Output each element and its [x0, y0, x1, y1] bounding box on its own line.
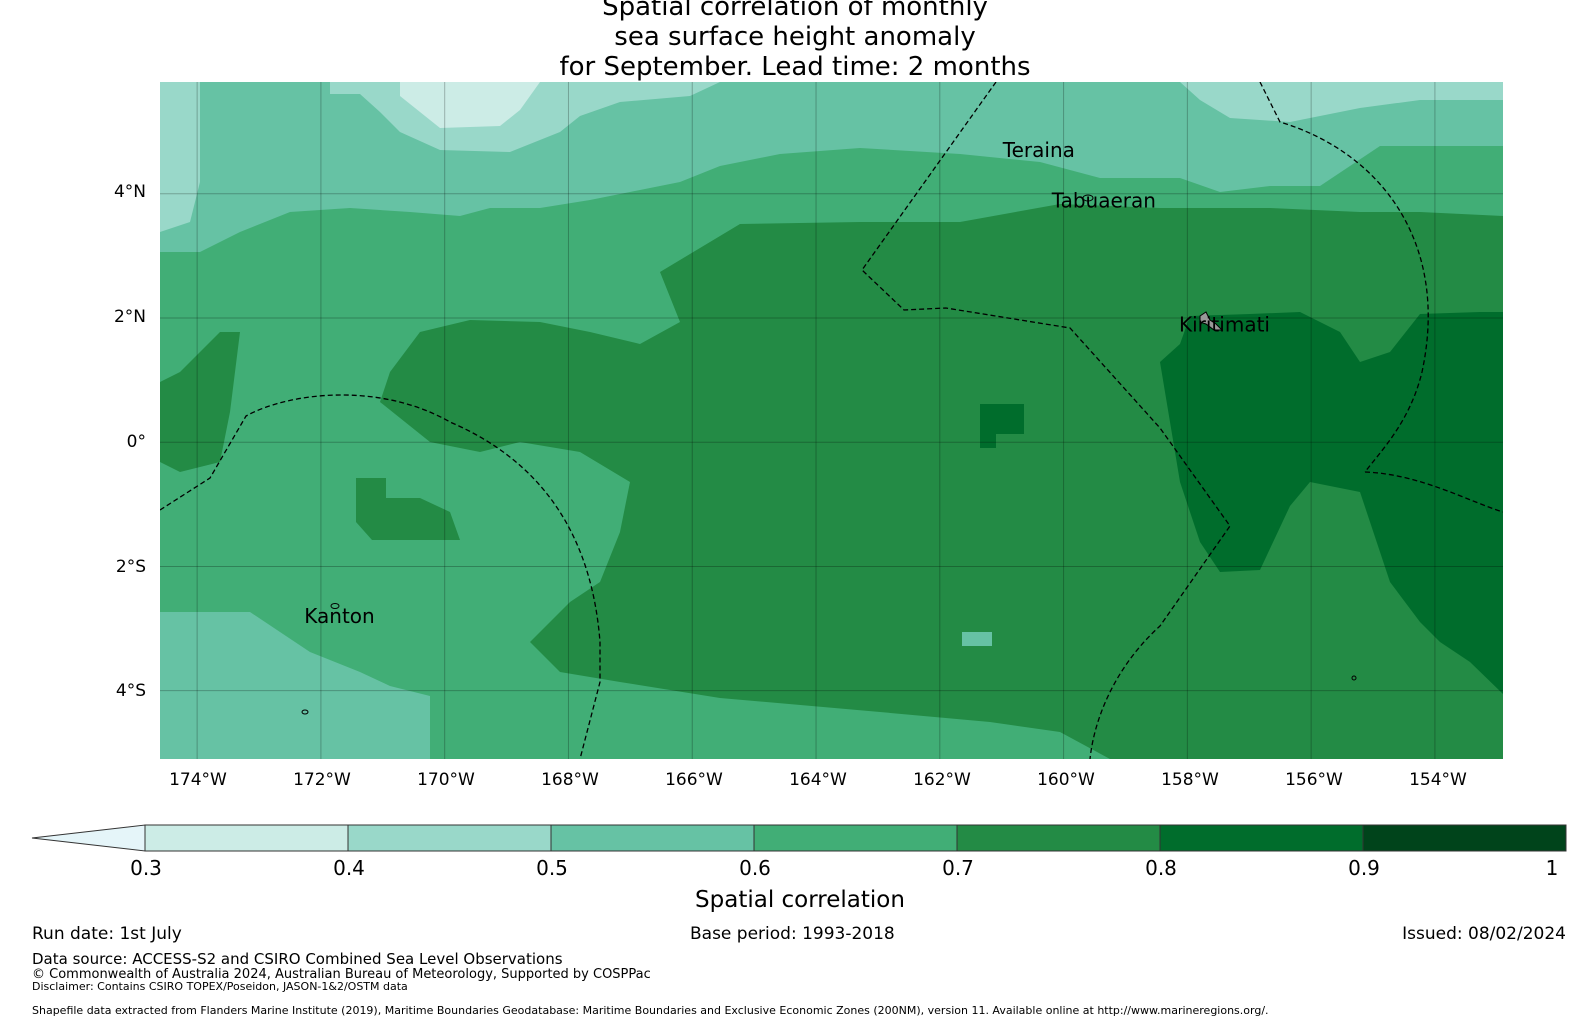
colorbar [31, 824, 1567, 852]
colorbar-tick-1: 1 [1545, 856, 1559, 880]
colorbar-segments [31, 824, 1567, 852]
lon-label-168w: 168°W [541, 770, 599, 790]
field-0.4-0.5-ne [1180, 82, 1503, 122]
colorbar-segment-0.7-0.8 [956, 824, 1161, 852]
field-0.3-0.4 [400, 82, 540, 128]
eez-boundary-east [1364, 471, 1503, 513]
shapefile-credit: Shapefile data extracted from Flanders M… [32, 1004, 1269, 1017]
correlation-field [160, 82, 1503, 759]
title-line-1: Spatial correlation of monthly [602, 0, 988, 22]
lon-label-174w: 174°W [169, 770, 227, 790]
island-kanton-shape [330, 603, 340, 609]
lat-label-4s: 4°S [115, 681, 146, 701]
colorbar-tick-0.9: 0.9 [1348, 856, 1380, 880]
lon-label-172w: 172°W [293, 770, 351, 790]
colorbar-segment-0.4-0.5 [347, 824, 552, 852]
lon-label-158w: 158°W [1161, 770, 1219, 790]
lat-label-2n: 2°N [113, 307, 146, 327]
copyright: © Commonwealth of Australia 2024, Austra… [32, 967, 651, 982]
colorbar-segment-0.8-0.9 [1159, 824, 1364, 852]
island-kiritimati-shape [1199, 311, 1224, 331]
islet-2 [1351, 675, 1357, 681]
lat-label-4n: 4°N [113, 182, 146, 202]
disclaimer: Disclaimer: Contains CSIRO TOPEX/Poseido… [32, 980, 408, 993]
lon-label-162w: 162°W [913, 770, 971, 790]
island-labels: Teraina Tabuaeran Kiritimati Kanton [304, 138, 1270, 628]
island-label-kiritimati: Kiritimati [1179, 313, 1270, 337]
colorbar-segment-0.5-0.6 [550, 824, 755, 852]
colorbar-label: Spatial correlation [695, 887, 905, 913]
base-period: Base period: 1993-2018 [690, 924, 895, 944]
lon-label-166w: 166°W [665, 770, 723, 790]
colorbar-tick-0.6: 0.6 [739, 856, 771, 880]
lon-label-164w: 164°W [789, 770, 847, 790]
colorbar-tick-0.7: 0.7 [942, 856, 974, 880]
colorbar-tick-0.5: 0.5 [536, 856, 568, 880]
lat-label-0: 0° [126, 432, 146, 452]
issued-date: Issued: 08/02/2024 [1402, 924, 1566, 944]
correlation-map: Teraina Tabuaeran Kiritimati Kanton [160, 82, 1503, 759]
field-0.5-0.6-sw [160, 612, 430, 759]
colorbar-extend-min [31, 824, 146, 852]
chart-title: Spatial correlation of monthly sea surfa… [0, 0, 1590, 82]
title-line-3: for September. Lead time: 2 months [559, 52, 1031, 82]
lon-label-154w: 154°W [1409, 770, 1467, 790]
lat-label-2s: 2°S [115, 557, 146, 577]
title-line-2: sea surface height anomaly [614, 22, 976, 52]
run-date: Run date: 1st July [32, 924, 182, 944]
field-0.8-0.9-spot [980, 404, 1024, 448]
field-0.7-0.8-west [160, 332, 240, 472]
colorbar-segment-0.3-0.4 [144, 824, 349, 852]
island-label-teraina: Teraina [1002, 138, 1075, 162]
colorbar-tick-0.3: 0.3 [130, 856, 162, 880]
lon-label-156w: 156°W [1285, 770, 1343, 790]
island-tabuaeran-shape [1082, 194, 1094, 202]
eez-boundaries [160, 82, 1503, 759]
islands [301, 194, 1357, 715]
lon-label-160w: 160°W [1037, 770, 1095, 790]
island-label-kanton: Kanton [304, 604, 374, 628]
eez-boundary-kiritimati [1259, 82, 1429, 473]
colorbar-tick-0.8: 0.8 [1145, 856, 1177, 880]
islet-1 [301, 709, 309, 715]
lon-label-170w: 170°W [417, 770, 475, 790]
colorbar-tick-0.4: 0.4 [333, 856, 365, 880]
colorbar-segment-0.9-1 [1362, 824, 1567, 852]
colorbar-segment-0.6-0.7 [753, 824, 958, 852]
field-0.8-0.9 [1160, 312, 1503, 694]
data-source: Data source: ACCESS-S2 and CSIRO Combine… [32, 950, 563, 968]
field-0.4-0.5-left [160, 82, 200, 232]
island-label-tabuaeran: Tabuaeran [1051, 188, 1156, 212]
graticule [160, 82, 1503, 759]
field-0.5-0.6-spot [962, 632, 992, 646]
field-0.7-0.8-patch [356, 478, 460, 540]
